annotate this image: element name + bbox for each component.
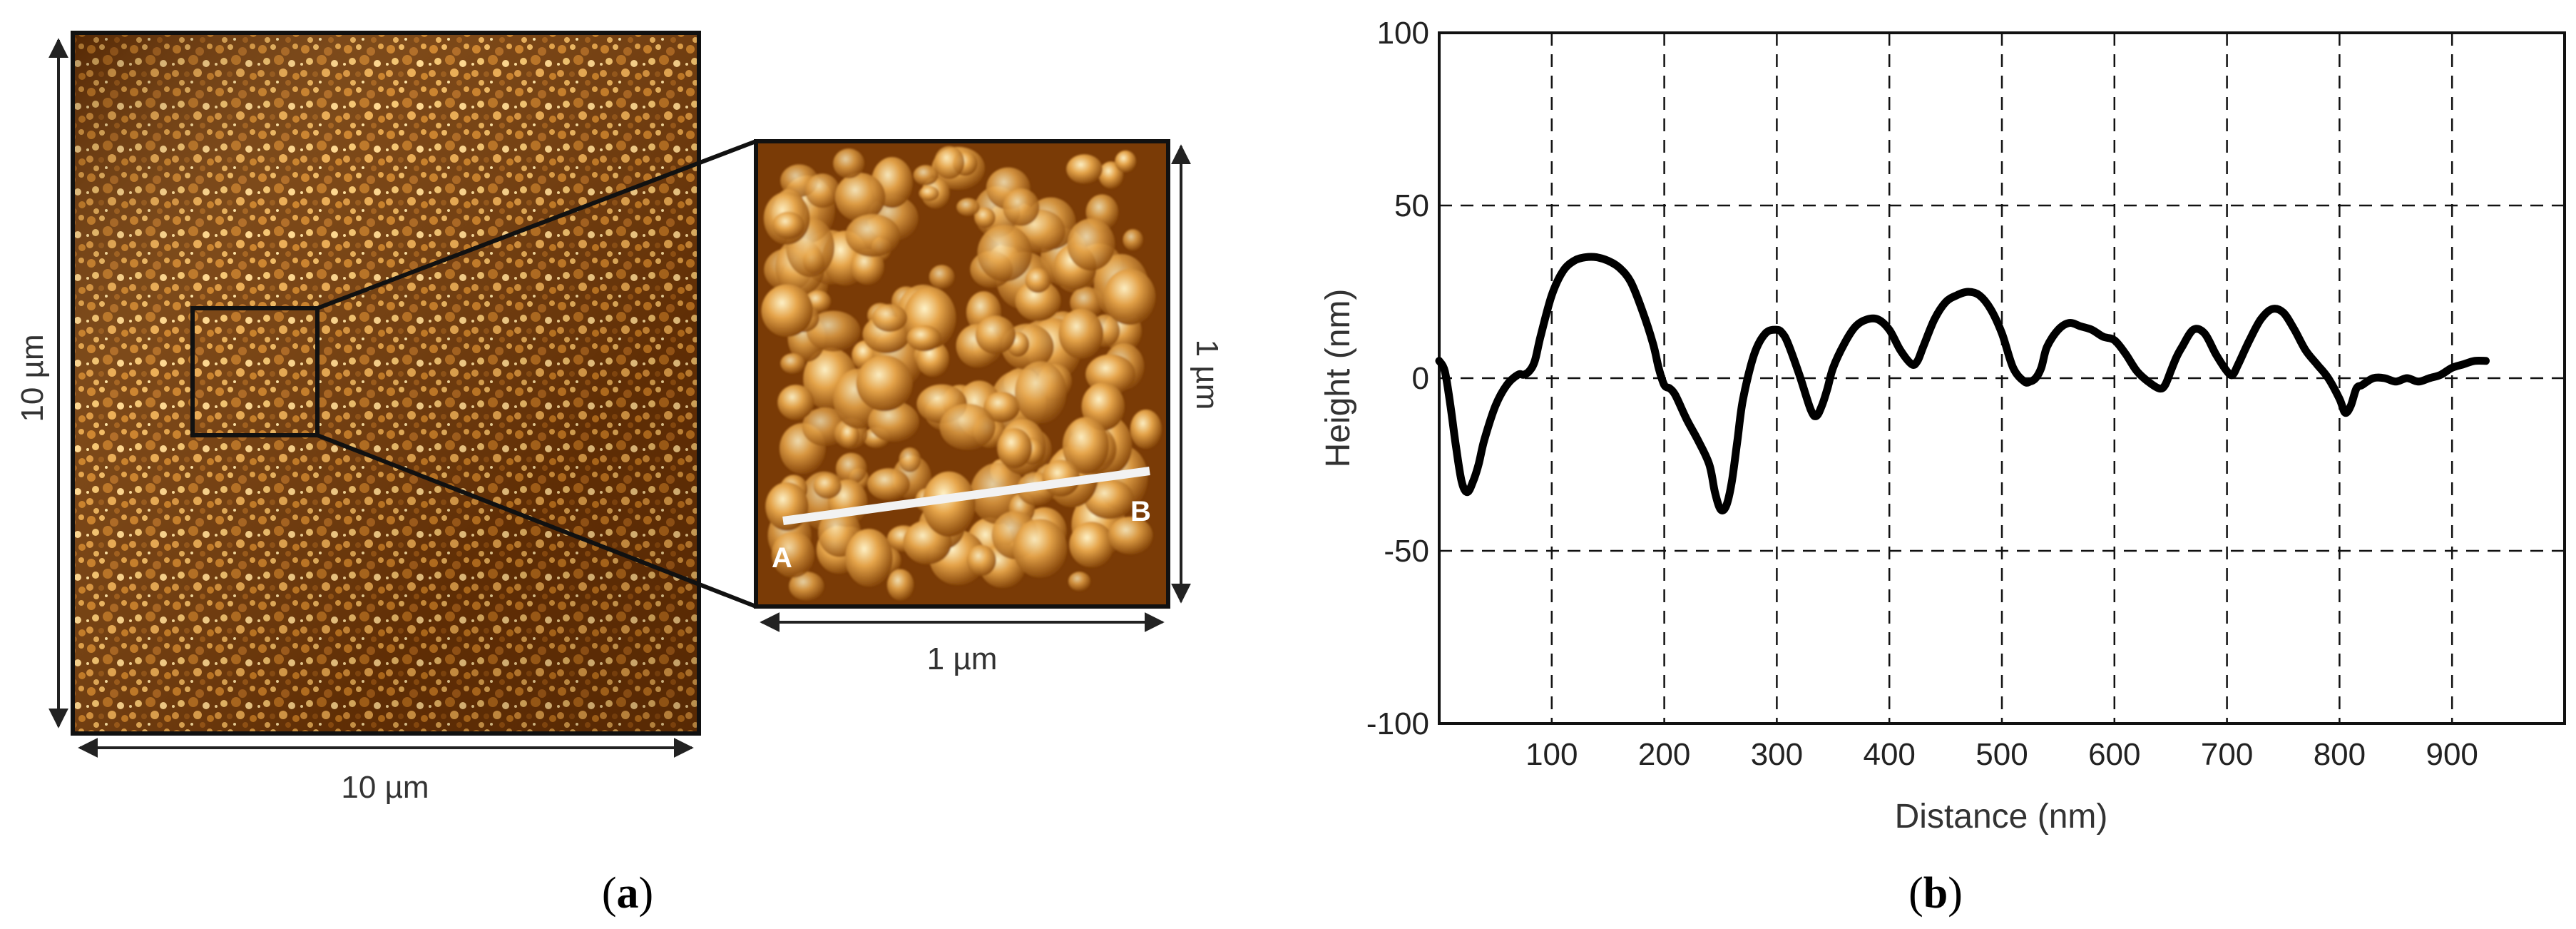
x-tick-label: 500	[1976, 737, 2028, 772]
panel-b-caption: (b)	[1908, 869, 1963, 918]
x-tick-label: 700	[2201, 737, 2253, 772]
x-tick-label: 400	[1863, 737, 1915, 772]
zoom-connector-bottom	[316, 433, 757, 609]
overview-width-label: 10 µm	[341, 770, 429, 805]
overview-height-label: 10 µm	[15, 334, 50, 422]
chart-grid	[1439, 33, 2565, 724]
panel-a: A B 10 µm 10 µm 1 µm 1 µm (a)	[15, 31, 1225, 918]
zoom-selection-box	[190, 306, 320, 437]
y-tick-label: -100	[1366, 706, 1429, 741]
panel-a-caption: (a)	[602, 869, 653, 918]
x-axis-label: Distance (nm)	[1895, 798, 2108, 836]
x-tick-label: 600	[2088, 737, 2140, 772]
afm-zoom-image	[754, 139, 1170, 609]
x-tick-label: 100	[1525, 737, 1578, 772]
x-tick-label: 200	[1638, 737, 1690, 772]
y-tick-label: 100	[1377, 16, 1429, 51]
chart-plot-frame	[1438, 31, 2566, 725]
series-line-height-profile	[1435, 253, 2490, 514]
x-tick-label: 300	[1751, 737, 1803, 772]
profile-line-a-b	[782, 467, 1150, 525]
x-tick-labels: 100 200 300 400 500 600 700 800 900	[1525, 737, 2478, 772]
y-tick-label: 50	[1394, 188, 1429, 223]
zoom-height-label: 1 µm	[1190, 340, 1225, 410]
x-tick-label: 800	[2314, 737, 2366, 772]
y-tick-label: -50	[1384, 534, 1429, 569]
zoom-connector-top	[316, 139, 757, 310]
panel-b-chart: -100 -50 0 50 100 100 200 300 400 500 600 700 800 90…	[1319, 16, 2566, 918]
profile-start-label: A	[772, 542, 792, 574]
zoom-width-label: 1 µm	[927, 641, 998, 676]
y-tick-label: 0	[1412, 361, 1429, 396]
y-axis-label: Height (nm)	[1319, 289, 1357, 468]
y-tick-labels: -100 -50 0 50 100	[1366, 16, 1429, 741]
x-tick-label: 900	[2426, 737, 2478, 772]
profile-end-label: B	[1130, 496, 1151, 527]
afm-overview-image	[71, 31, 701, 736]
